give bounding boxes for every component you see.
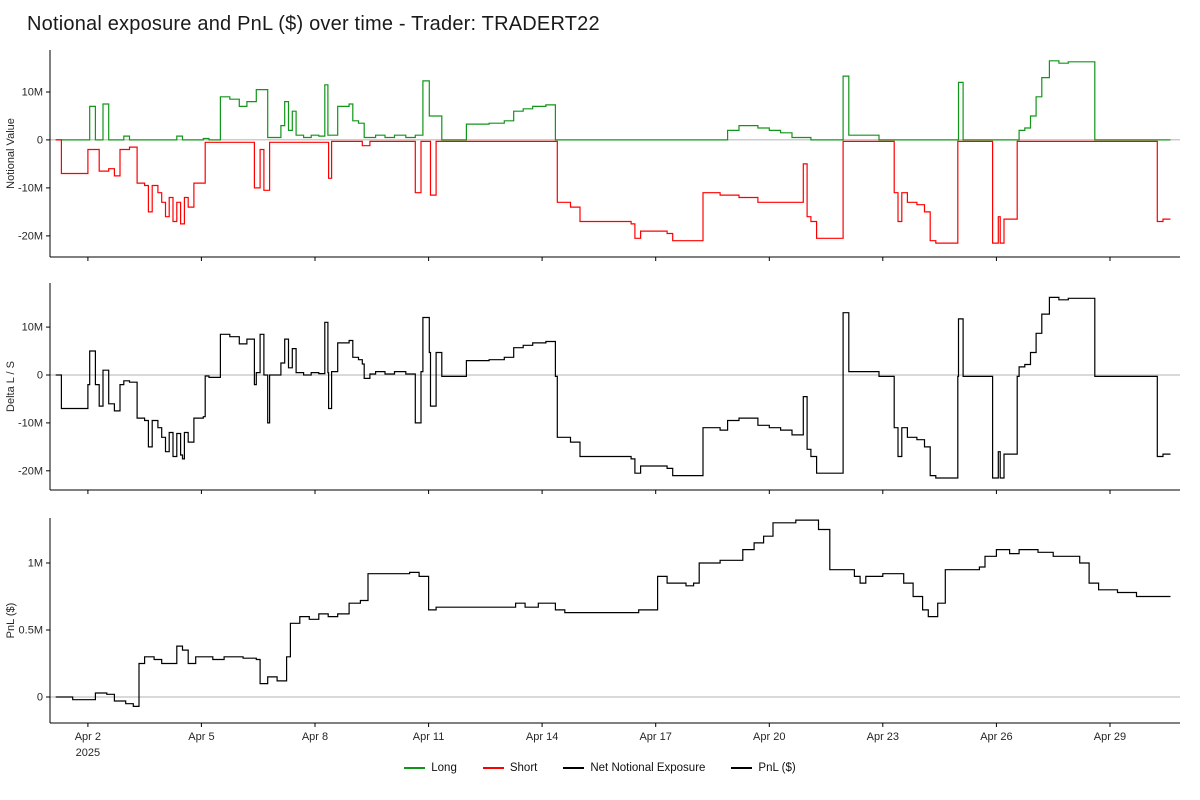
x-tick-sublabel: 2025 [76,747,100,759]
panel-delta-long-short: 10M 0 -10M -20M Delta L / S [5,283,1180,494]
x-tick-label: Apr 2 [75,731,101,743]
x-tick-label: Apr 5 [188,731,214,743]
y-tick-label: 0 [37,692,43,704]
x-tick-label: Apr 29 [1094,731,1126,743]
legend-item-short: Short [482,762,538,774]
y-axis-label: Notional Value [5,118,17,189]
page-title: Notional exposure and PnL ($) over time … [27,13,600,35]
y-tick-label: -20M [18,230,43,242]
legend-item-net-notional-exposure: Net Notional Exposure [563,762,705,774]
legend-label-short: Short [509,762,538,774]
y-axis-label: Delta L / S [5,361,17,412]
y-tick-label: 1M [28,558,43,570]
x-tick-label: Apr 8 [302,731,328,743]
x-tick-label: Apr 20 [753,731,785,743]
x-tick-label: Apr 23 [867,731,899,743]
legend-label-long: Long [431,762,457,774]
legend-label-net: Net Notional Exposure [590,762,706,774]
y-tick-label: -20M [18,465,43,477]
y-tick-label: 0 [37,370,43,382]
series-net-notional-exposure [55,296,1171,479]
y-tick-label: -10M [18,417,43,429]
x-tick-label: Apr 14 [526,731,558,743]
y-tick-label: 10M [22,86,43,98]
series-pnl [55,519,1171,707]
y-axis-label: PnL ($) [5,603,17,639]
y-tick-label: 0.5M [19,625,43,637]
x-tick-label: Apr 26 [980,731,1012,743]
series-long [55,60,1171,141]
legend: Long Short Net Notional Exposure PnL ($) [0,762,1200,774]
series-short [55,139,1171,244]
panel-notional-value: 10M 0 -10M -20M Notional Value [5,50,1180,261]
y-tick-label: 0 [37,134,43,146]
y-tick-label: 10M [22,322,43,334]
legend-label-pnl: PnL ($) [758,762,796,774]
legend-swatch-pnl-line [731,767,753,769]
y-tick-label: -10M [18,182,43,194]
legend-item-long: Long [404,762,457,774]
legend-swatch-net-line [563,767,585,769]
x-tick-label: Apr 17 [639,731,671,743]
x-tick-label: Apr 11 [413,731,445,743]
legend-swatch-short-line [482,767,504,769]
legend-item-pnl: PnL ($) [731,762,796,774]
legend-swatch-long-line [404,767,426,769]
panel-pnl: 1M 0.5M 0 PnL ($) [5,518,1180,727]
